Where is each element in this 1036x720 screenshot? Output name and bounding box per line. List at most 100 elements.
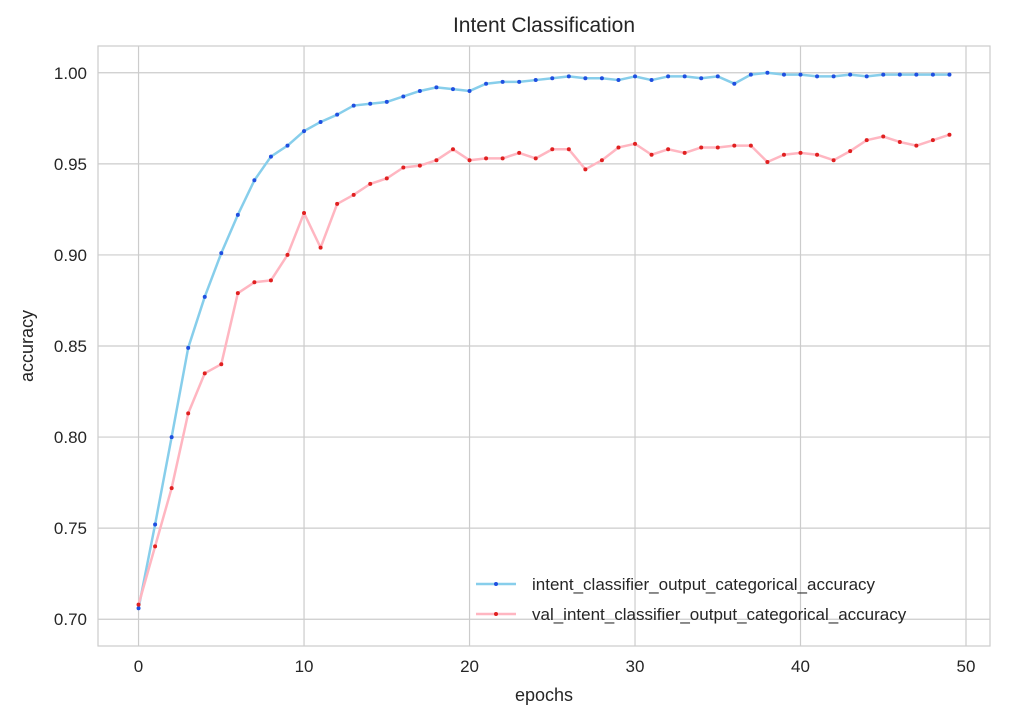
data-point [815,152,820,157]
data-point [947,132,952,137]
data-point [351,103,356,108]
legend-label-val: val_intent_classifier_output_categorical… [532,605,907,624]
data-point [633,74,638,79]
data-point [136,602,141,607]
data-point [235,291,240,296]
data-point [831,158,836,163]
y-tick-label: 0.95 [54,155,87,174]
data-point [219,362,224,367]
data-point [169,435,174,440]
data-point [881,72,886,77]
data-point [186,411,191,416]
data-point [484,156,489,161]
legend-marker-val [494,612,498,616]
data-point [781,72,786,77]
data-point [897,72,902,77]
data-point [732,143,737,148]
data-point [748,143,753,148]
legend-item-val: val_intent_classifier_output_categorical… [476,605,907,624]
data-point [765,70,770,75]
data-point [831,74,836,79]
data-point [699,145,704,150]
y-tick-label: 0.85 [54,337,87,356]
data-point [897,139,902,144]
data-point [550,76,555,81]
x-tick-label: 40 [791,657,810,676]
data-point [517,150,522,155]
data-point [715,74,720,79]
data-point [616,78,621,83]
data-point [914,72,919,77]
data-point [450,147,455,152]
data-point [302,211,307,216]
data-point [666,74,671,79]
series-layer [136,70,952,611]
data-point [566,74,571,79]
chart-title: Intent Classification [453,14,635,37]
legend-item-train: intent_classifier_output_categorical_acc… [476,575,876,594]
data-point [583,76,588,81]
data-point [384,176,389,181]
data-point [500,156,505,161]
data-point [550,147,555,152]
data-point [186,345,191,350]
data-point [798,72,803,77]
data-point [401,165,406,170]
data-point [682,74,687,79]
data-point [517,79,522,84]
data-point [815,74,820,79]
data-point [368,101,373,106]
data-point [136,606,141,611]
data-point [252,280,257,285]
data-point [765,160,770,165]
data-point [699,76,704,81]
data-point [848,72,853,77]
data-point [798,150,803,155]
data-point [633,141,638,146]
data-point [881,134,886,139]
data-point [930,138,935,143]
data-point [484,81,489,86]
data-point [864,74,869,79]
legend-marker-train [494,582,498,586]
x-tick-labels: 0 10 20 30 40 50 [134,657,976,676]
y-axis-label: accuracy [17,310,37,382]
data-point [434,85,439,90]
data-point [450,87,455,92]
data-point [318,119,323,124]
data-point [384,99,389,104]
data-point [682,150,687,155]
data-point [930,72,935,77]
y-tick-label: 1.00 [54,64,87,83]
data-point [368,181,373,186]
data-point [748,72,753,77]
data-point [153,544,158,549]
data-point [666,147,671,152]
data-point [268,278,273,283]
data-point [566,147,571,152]
data-point [434,158,439,163]
series-0 [136,70,952,611]
data-point [781,152,786,157]
series-1 [136,132,952,607]
data-point [202,294,207,299]
data-point [401,94,406,99]
y-tick-labels: 0.70 0.75 0.80 0.85 0.90 0.95 1.00 [54,64,87,629]
x-tick-label: 10 [295,657,314,676]
data-point [318,245,323,250]
data-point [864,138,869,143]
series-line [137,71,950,609]
data-point [732,81,737,86]
y-tick-label: 0.80 [54,428,87,447]
x-tick-label: 30 [626,657,645,676]
data-point [219,251,224,256]
data-point [500,79,505,84]
x-tick-label: 20 [460,657,479,676]
data-point [351,192,356,197]
data-point [583,167,588,172]
data-point [252,178,257,183]
data-point [914,143,919,148]
data-point [599,158,604,163]
x-tick-label: 50 [957,657,976,676]
